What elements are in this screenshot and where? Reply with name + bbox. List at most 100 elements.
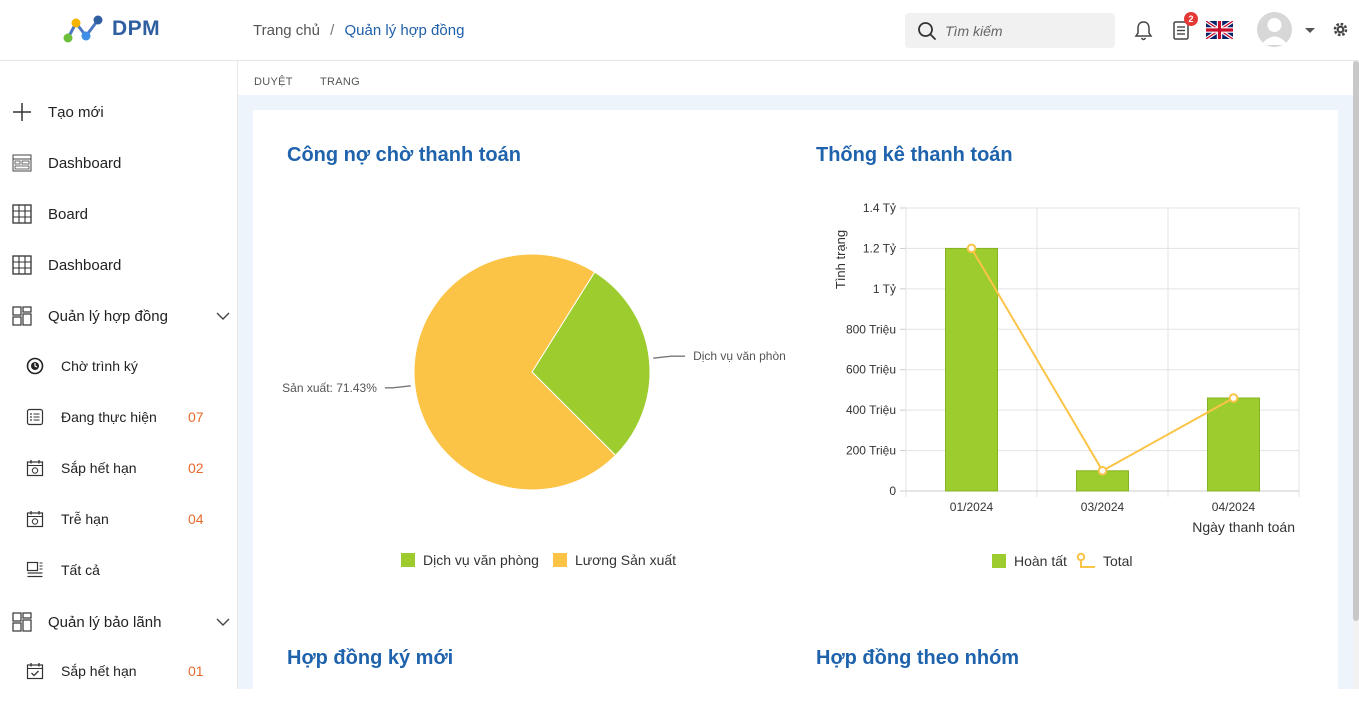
x-tick-label: 03/2024 (1081, 500, 1125, 514)
all-icon (26, 561, 43, 578)
pie-label-connector (653, 355, 686, 359)
legend-swatch (401, 553, 415, 567)
section-title-group-contracts: Hợp đồng theo nhóm (816, 647, 1020, 669)
sidebar-item-label: Chờ trình ký (61, 358, 138, 374)
pie-legend: Dịch vụ văn phòng Lương Sản xuất (401, 552, 690, 568)
gear-icon[interactable] (1332, 21, 1349, 38)
sidebar-item-label: Tạo mới (48, 103, 104, 121)
section-title-payment: Thống kê thanh toán (816, 144, 1013, 166)
breadcrumb-current[interactable]: Quản lý hợp đồng (344, 22, 465, 39)
main-content: Công nợ chờ thanh toán Thống kê thanh to… (238, 95, 1359, 710)
logo-icon (63, 15, 103, 43)
calendar-check-icon (26, 663, 44, 680)
sidebar-item-label: Dashboard (48, 256, 122, 274)
legend-label: Hoàn tất (1014, 553, 1067, 569)
calendar-icon (26, 460, 44, 477)
clock-icon (26, 357, 44, 375)
x-tick-label: 04/2024 (1212, 500, 1256, 514)
sidebar-item-contract-management[interactable]: Quản lý hợp đồng (0, 296, 238, 336)
line-point (1097, 465, 1108, 476)
tab-approve[interactable]: DUYỆT (254, 76, 293, 88)
y-tick-label: 0 (889, 484, 896, 498)
modules-icon (12, 306, 32, 326)
sidebar-item-label: Board (48, 205, 89, 223)
count-badge: 02 (188, 460, 204, 476)
legend-label: Dịch vụ văn phòng (423, 552, 539, 568)
count-badge: 07 (188, 409, 204, 425)
count-badge: 04 (188, 511, 204, 527)
bar (1207, 397, 1260, 492)
sidebar-item-overdue[interactable]: Trễ hạn 04 (0, 499, 238, 539)
line-series (970, 247, 1234, 473)
bar (945, 247, 998, 492)
pie-chart: Dịch vụ văn phòn Sản xuất: 71.43% (282, 253, 786, 491)
sidebar-item-in-progress[interactable]: Đang thực hiện 07 (0, 397, 238, 437)
legend-item[interactable]: Total (1075, 552, 1133, 570)
sidebar-item-guarantee-management[interactable]: Quản lý bảo lãnh (0, 602, 238, 642)
sidebar-item-expiring[interactable]: Sắp hết hạn 02 (0, 448, 238, 488)
scrollbar-thumb[interactable] (1353, 61, 1359, 621)
plus-icon (13, 103, 31, 121)
legend-label: Total (1102, 553, 1133, 569)
sidebar-item-label: Trễ hạn (61, 511, 109, 527)
logo-text: DPM (112, 17, 161, 40)
sidebar-item-pending-sign[interactable]: Chờ trình ký (0, 346, 238, 386)
bell-icon[interactable] (1134, 20, 1153, 42)
sidebar-item-dashboard-2[interactable]: Dashboard (0, 245, 238, 285)
count-badge: 01 (188, 663, 204, 679)
grid-icon (12, 255, 32, 275)
document-list-icon[interactable] (1172, 20, 1190, 41)
legend-swatch (992, 554, 1006, 568)
y-tick-label: 600 Triệu (846, 363, 896, 377)
pie-slice (413, 253, 617, 491)
breadcrumb-separator: / (330, 22, 335, 39)
sidebar-item-all[interactable]: Tất cả (0, 550, 238, 590)
breadcrumb: Trang chủ / Quản lý hợp đồng (253, 22, 464, 39)
chevron-down-icon (216, 618, 230, 626)
sidebar: Tạo mới Dashboard Board Dashboard Quản l… (0, 61, 238, 689)
pie-label-connector (384, 385, 411, 389)
logo[interactable]: DPM (62, 14, 160, 44)
bar-chart: 0 200 Triệu 400 Triệu 600 Triệu 800 Triệu 1 T… (833, 201, 1300, 535)
search-input[interactable] (945, 22, 1095, 39)
avatar[interactable] (1257, 12, 1292, 47)
section-title-new-contracts: Hợp đồng ký mới (287, 647, 454, 669)
sidebar-item-guarantee-expiring[interactable]: Sắp hết hạn 01 (0, 651, 238, 691)
search-icon (918, 21, 936, 40)
dashboard-card: Công nợ chờ thanh toán Thống kê thanh to… (253, 110, 1338, 710)
y-axis-title: Tình trạng (833, 230, 848, 289)
pie-slice (531, 271, 651, 457)
list-icon (26, 408, 44, 426)
y-tick-label: 1.2 Tỷ (863, 241, 896, 255)
uk-flag-icon[interactable] (1206, 21, 1233, 39)
sidebar-item-board[interactable]: Board (0, 194, 238, 234)
notification-badge: 2 (1184, 12, 1198, 26)
dashboard-icon (12, 154, 32, 172)
chevron-down-icon (216, 312, 230, 320)
x-axis-title: Ngày thanh toán (1192, 519, 1295, 535)
legend-item[interactable]: Dịch vụ văn phòng (401, 552, 539, 568)
legend-item[interactable]: Lương Sản xuất (552, 552, 677, 568)
search-box[interactable] (905, 13, 1115, 48)
line-point (1228, 393, 1239, 403)
y-tick-label: 200 Triệu (846, 444, 896, 458)
breadcrumb-home[interactable]: Trang chủ (253, 22, 320, 39)
tab-page[interactable]: TRANG (320, 76, 360, 88)
modules-icon (12, 612, 32, 632)
sub-tabs: DUYỆT TRANG (238, 61, 1359, 95)
sidebar-item-label: Đang thực hiện (61, 409, 157, 425)
sidebar-item-dashboard[interactable]: Dashboard (0, 143, 238, 183)
sidebar-item-label: Sắp hết hạn (61, 460, 137, 476)
bar-legend: Hoàn tất Total (992, 552, 1147, 570)
chevron-down-icon[interactable] (1304, 27, 1316, 35)
sidebar-item-label: Sắp hết hạn (61, 663, 137, 679)
pie-slice-label: Sản xuất: 71.43% (282, 381, 377, 395)
y-tick-label: 800 Triệu (846, 322, 896, 336)
sidebar-item-label: Dashboard (48, 154, 122, 172)
top-bar: DPM Trang chủ / Quản lý hợp đồng 2 (0, 0, 1359, 61)
sidebar-item-label: Quản lý hợp đồng (48, 307, 168, 325)
legend-item[interactable]: Hoàn tất (992, 553, 1067, 569)
legend-label: Lương Sản xuất (574, 552, 677, 568)
sidebar-item-create[interactable]: Tạo mới (0, 92, 238, 132)
line-point (966, 243, 977, 254)
